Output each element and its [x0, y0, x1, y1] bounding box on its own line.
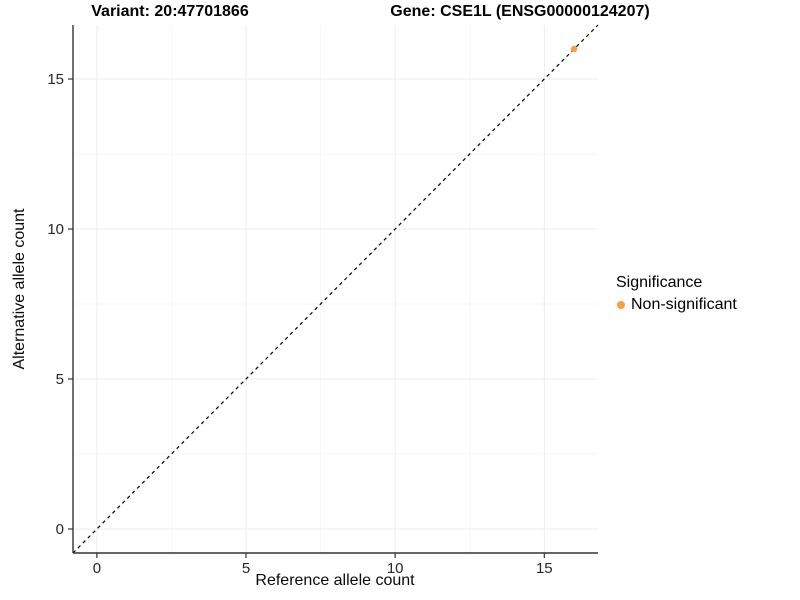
y-tick-label: 10: [47, 221, 64, 238]
y-axis-title: Alternative allele count: [11, 208, 28, 370]
legend-item-label: Non-significant: [631, 296, 737, 313]
data-point: [570, 45, 578, 53]
x-tick-label: 15: [536, 560, 553, 577]
x-tick-label: 5: [242, 560, 250, 577]
legend-title: Significance: [616, 274, 703, 291]
variant-title: Variant: 20:47701866: [91, 3, 249, 20]
legend-item-non-significant: Non-significant: [616, 296, 737, 314]
identity-line: [72, 24, 599, 554]
y-tick-label: 0: [56, 521, 64, 538]
gene-title: Gene: CSE1L (ENSG00000124207): [390, 3, 650, 20]
legend: Significance Non-significant: [616, 274, 737, 314]
x-tick-label: 10: [387, 560, 404, 577]
y-tick-label: 5: [56, 371, 64, 388]
y-tick-label: 15: [47, 71, 64, 88]
x-axis-title: Reference allele count: [255, 572, 415, 589]
circle-icon: [617, 301, 625, 309]
x-tick-label: 0: [93, 560, 101, 577]
